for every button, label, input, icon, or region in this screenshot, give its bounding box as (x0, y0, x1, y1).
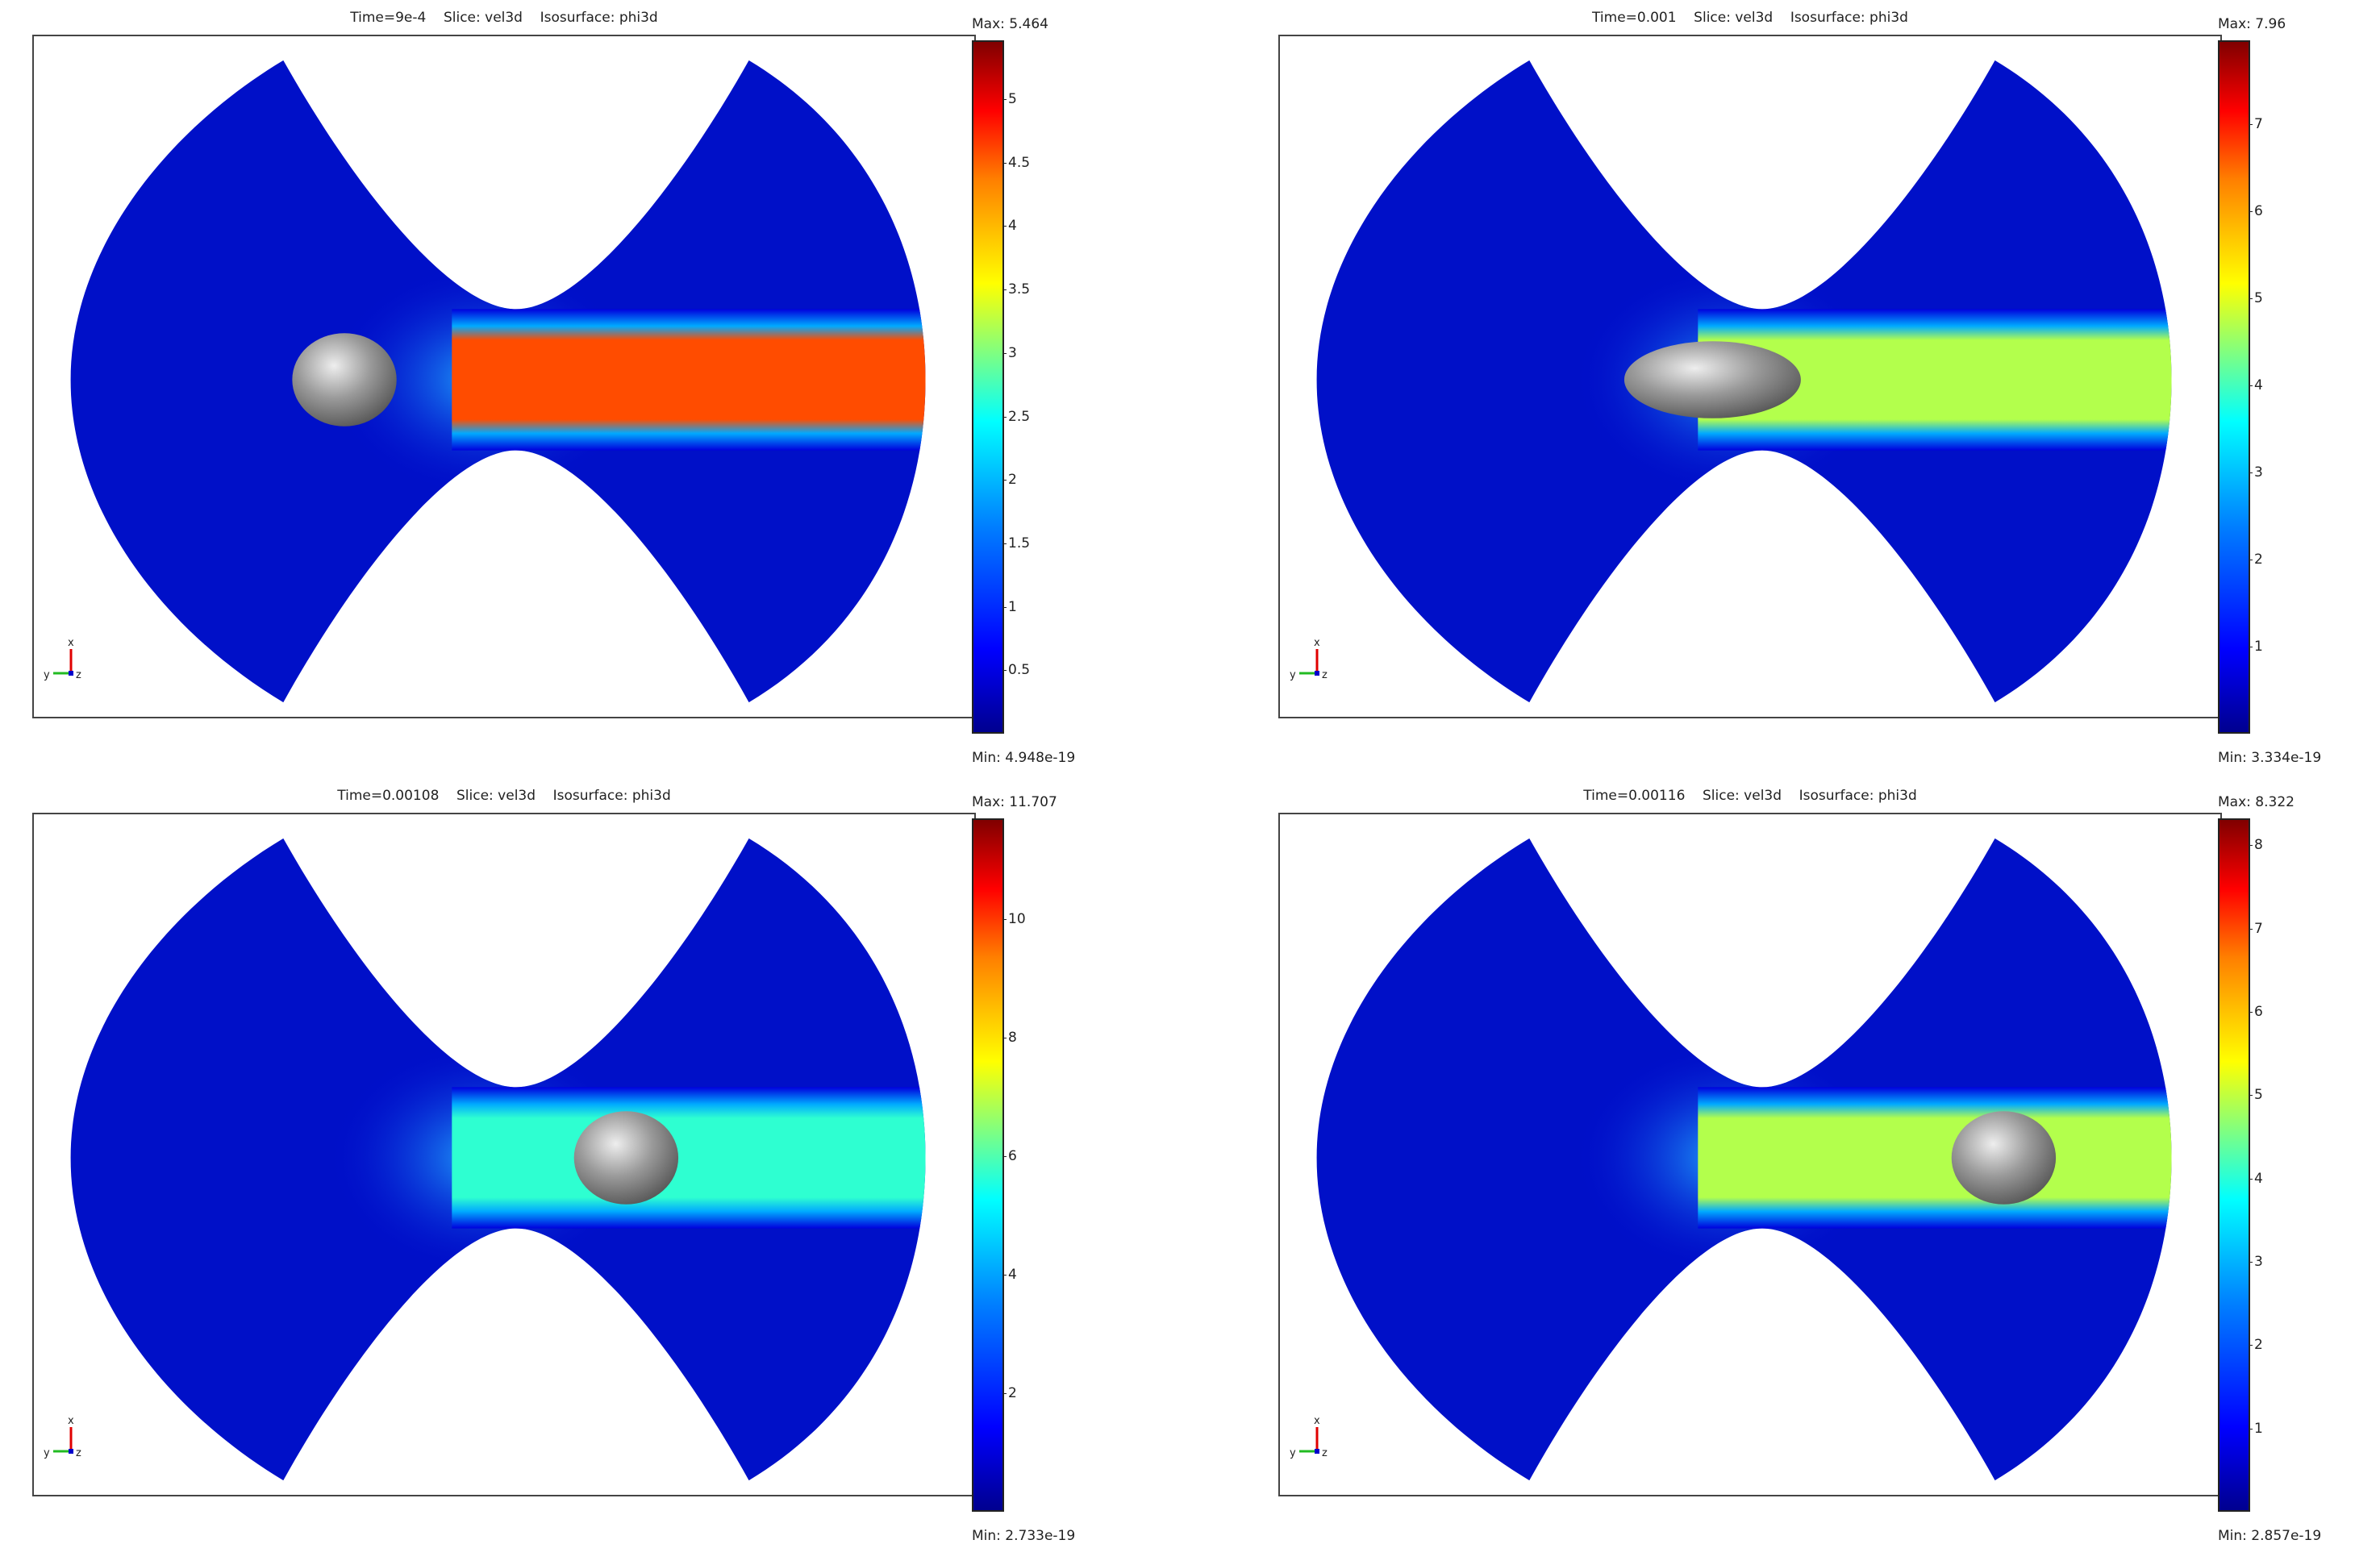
viewport-frame[interactable]: x y z (1278, 35, 2222, 718)
axis-triad-icon: x y z (44, 1415, 81, 1459)
jet-stream (452, 309, 926, 451)
colorbar-tick-label: 4 (2249, 377, 2263, 393)
colorbar-tick-label: 5 (2249, 289, 2263, 306)
colorbar-tick-label: 4 (2249, 1170, 2263, 1187)
viewport-frame[interactable]: x y z (32, 35, 976, 718)
colorbar-tick-label: 5 (1002, 91, 1017, 108)
colorbar-tick-label: 3 (1002, 344, 1017, 361)
axis-label-y: y (44, 669, 50, 681)
axis-label-y: y (1290, 669, 1296, 681)
colorbar-min-label: Min: 3.334e-19 (2218, 750, 2322, 766)
colorbar (972, 818, 1004, 1512)
colorbar-tick-label: 1 (2249, 1420, 2263, 1437)
colorbar-tick-label: 2 (2249, 1337, 2263, 1354)
viewport-frame[interactable]: x y z (1278, 813, 2222, 1496)
colorbar-tick-label: 3 (2249, 1253, 2263, 1270)
plot-title: Time=9e-4 Slice: vel3d Isosurface: phi3d (350, 10, 658, 26)
axis-label-z: z (1322, 669, 1328, 681)
plot-title: Time=0.001 Slice: vel3d Isosurface: phi3… (1592, 10, 1908, 26)
colorbar-tick-label: 7 (2249, 920, 2263, 937)
axis-label-x: x (68, 637, 74, 649)
colorbar-tick-label: 2 (1002, 1385, 1017, 1402)
axis-label-y: y (1290, 1447, 1296, 1459)
jet-stream (1698, 1087, 2172, 1229)
plot-panel-4: Time=0.00116 Slice: vel3d Isosurface: ph… (1246, 778, 2380, 1544)
colorbar-tick-label: 1.5 (1002, 535, 1031, 551)
colorbar-tick-label: 6 (2249, 1003, 2263, 1020)
plot-panel-3: Time=0.00108 Slice: vel3d Isosurface: ph… (0, 778, 1190, 1544)
colorbar-min-label: Min: 2.733e-19 (972, 1528, 1076, 1544)
axis-label-x: x (1314, 637, 1320, 649)
colorbar-max-label: Max: 7.96 (2218, 16, 2286, 32)
axis-triad-icon: x y z (44, 637, 81, 681)
viewport-frame[interactable]: x y z (32, 813, 976, 1496)
colorbar-tick-label: 1 (2249, 638, 2263, 655)
colorbar-tick-label: 0.5 (1002, 662, 1031, 679)
colorbar-max-label: Max: 5.464 (972, 16, 1048, 32)
droplet-isosurface (292, 333, 397, 427)
colorbar-tick-label: 7 (2249, 115, 2263, 132)
colorbar-tick-label: 4 (1002, 218, 1017, 235)
colorbar-tick-label: 3.5 (1002, 281, 1031, 298)
colorbar-tick-label: 3 (2249, 464, 2263, 481)
axis-triad-icon: x y z (1290, 637, 1328, 681)
colorbar-min-label: Min: 2.857e-19 (2218, 1528, 2322, 1544)
axis-label-z: z (1322, 1447, 1328, 1459)
velocity-slice (1316, 838, 2172, 1481)
colorbar-tick-label: 2 (1002, 472, 1017, 489)
colorbar-tick-label: 4.5 (1002, 154, 1031, 171)
plot-title: Time=0.00108 Slice: vel3d Isosurface: ph… (337, 788, 671, 804)
plot-panel-2: Time=0.001 Slice: vel3d Isosurface: phi3… (1246, 0, 2380, 766)
velocity-slice (1316, 60, 2172, 703)
jet-stream (452, 1087, 926, 1229)
colorbar-tick-label: 2 (2249, 551, 2263, 568)
colorbar-tick-label: 4 (1002, 1267, 1017, 1284)
droplet-isosurface (1623, 341, 1801, 418)
axis-label-x: x (1314, 1415, 1320, 1427)
plot-title: Time=0.00116 Slice: vel3d Isosurface: ph… (1583, 788, 1917, 804)
plot-panel-1: Time=9e-4 Slice: vel3d Isosurface: phi3d (0, 0, 1190, 766)
droplet-isosurface (1951, 1111, 2057, 1205)
axis-triad-icon: x y z (1290, 1415, 1328, 1459)
colorbar-tick-label: 8 (2249, 837, 2263, 854)
colorbar-tick-label: 5 (2249, 1087, 2263, 1104)
axis-label-x: x (68, 1415, 74, 1427)
colorbar-tick-label: 10 (1002, 911, 1026, 928)
velocity-slice (70, 60, 926, 703)
colorbar (2218, 818, 2250, 1512)
colorbar-max-label: Max: 8.322 (2218, 794, 2295, 810)
colorbar-min-label: Min: 4.948e-19 (972, 750, 1076, 766)
colorbar-tick-label: 6 (2249, 202, 2263, 219)
colorbar-max-label: Max: 11.707 (972, 794, 1057, 810)
colorbar-tick-label: 1 (1002, 598, 1017, 615)
axis-label-z: z (76, 669, 81, 681)
colorbar (972, 40, 1004, 734)
colorbar-tick-label: 6 (1002, 1148, 1017, 1165)
axis-label-z: z (76, 1447, 81, 1459)
velocity-slice (70, 838, 926, 1481)
droplet-isosurface (573, 1111, 679, 1205)
axis-label-y: y (44, 1447, 50, 1459)
colorbar-tick-label: 8 (1002, 1030, 1017, 1047)
colorbar-tick-label: 2.5 (1002, 408, 1031, 425)
colorbar (2218, 40, 2250, 734)
